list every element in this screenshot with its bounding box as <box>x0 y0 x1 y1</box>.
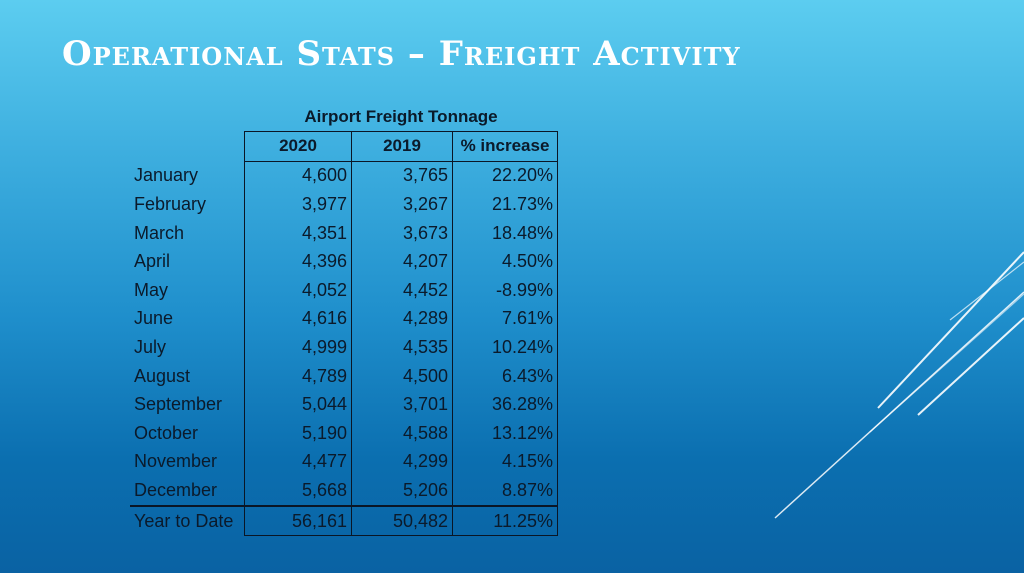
ytd-pct-increase-cell: 11.25% <box>452 504 558 537</box>
pct-increase-cell: -8.99% <box>452 275 558 305</box>
pct-increase-cell: 18.48% <box>452 218 558 248</box>
pct-increase-cell: 7.61% <box>452 304 558 334</box>
tonnage-2020-cell: 4,477 <box>244 447 352 477</box>
decorative-line <box>877 251 1024 409</box>
tonnage-2019-cell: 4,289 <box>351 304 453 334</box>
table-caption: Airport Freight Tonnage <box>304 107 498 126</box>
month-cell: August <box>134 365 191 386</box>
month-cell: December <box>134 479 218 500</box>
pct-increase-cell: 22.20% <box>452 161 558 191</box>
month-cell: April <box>134 251 171 272</box>
ytd-label-cell: Year to Date <box>130 504 245 536</box>
table-row: November 4,477 4,299 4.15% <box>130 447 558 477</box>
tonnage-2019-cell: 3,673 <box>351 218 453 248</box>
tonnage-2019-cell: 4,588 <box>351 418 453 448</box>
freight-tonnage-table: 2020 2019 % increase January 4,600 3,765… <box>130 131 558 537</box>
month-cell: July <box>134 336 167 357</box>
pct-increase-cell: 4.15% <box>452 447 558 477</box>
tonnage-2020-cell: 4,351 <box>244 218 352 248</box>
ytd-2020-cell: 56,161 <box>244 504 352 537</box>
tonnage-2020-cell: 4,789 <box>244 361 352 391</box>
tonnage-2019-cell: 5,206 <box>351 476 453 506</box>
pct-increase-cell: 10.24% <box>452 333 558 362</box>
tonnage-2019-cell: 4,452 <box>351 275 453 305</box>
table-row: March 4,351 3,673 18.48% <box>130 218 558 248</box>
month-cell: June <box>134 308 174 329</box>
month-cell: February <box>134 193 207 214</box>
table-row: January 4,600 3,765 22.20% <box>130 161 558 191</box>
table-row: May 4,052 4,452 -8.99% <box>130 275 558 305</box>
month-cell: October <box>134 422 199 443</box>
year-to-date-row: Year to Date 56,161 50,482 11.25% <box>130 504 558 537</box>
table-row: September 5,044 3,701 36.28% <box>130 390 558 419</box>
tonnage-2020-cell: 4,616 <box>244 304 352 334</box>
pct-increase-cell: 13.12% <box>452 418 558 448</box>
pct-increase-cell: 8.87% <box>452 476 558 506</box>
decorative-line <box>869 293 1024 433</box>
tonnage-2019-cell: 3,765 <box>351 161 453 191</box>
decorative-line <box>917 317 1024 416</box>
table-row: July 4,999 4,535 10.24% <box>130 333 558 362</box>
month-cell: May <box>134 279 169 300</box>
table-row: February 3,977 3,267 21.73% <box>130 190 558 219</box>
tonnage-2020-cell: 5,668 <box>244 476 352 506</box>
pct-increase-cell: 4.50% <box>452 247 558 276</box>
table-row: June 4,616 4,289 7.61% <box>130 304 558 334</box>
tonnage-2020-cell: 5,044 <box>244 390 352 419</box>
tonnage-2019-cell: 3,701 <box>351 390 453 419</box>
month-cell: September <box>134 394 223 415</box>
tonnage-2020-cell: 4,396 <box>244 247 352 276</box>
slide-title: Operational Stats – Freight Activity <box>62 34 741 74</box>
tonnage-2019-cell: 3,267 <box>351 190 453 219</box>
pct-increase-cell: 6.43% <box>452 361 558 391</box>
table-row: December 5,668 5,206 8.87% <box>130 476 558 506</box>
tonnage-2020-cell: 3,977 <box>244 190 352 219</box>
pct-increase-cell: 36.28% <box>452 390 558 419</box>
tonnage-2019-cell: 4,535 <box>351 333 453 362</box>
table-row: April 4,396 4,207 4.50% <box>130 247 558 276</box>
month-cell: January <box>134 165 199 186</box>
table-header-row: 2020 2019 % increase <box>130 131 558 162</box>
table-row: October 5,190 4,588 13.12% <box>130 418 558 448</box>
tonnage-2019-cell: 4,500 <box>351 361 453 391</box>
tonnage-2019-cell: 4,299 <box>351 447 453 477</box>
tonnage-2019-cell: 4,207 <box>351 247 453 276</box>
tonnage-2020-cell: 4,999 <box>244 333 352 362</box>
pct-increase-cell: 21.73% <box>452 190 558 219</box>
tonnage-2020-cell: 5,190 <box>244 418 352 448</box>
month-cell: March <box>134 222 185 243</box>
tonnage-2020-cell: 4,052 <box>244 275 352 305</box>
month-cell: November <box>134 451 218 472</box>
header-pct-increase: % increase <box>452 131 558 162</box>
decorative-line <box>949 261 1024 321</box>
ytd-2019-cell: 50,482 <box>351 504 453 537</box>
table-row: August 4,789 4,500 6.43% <box>130 361 558 391</box>
